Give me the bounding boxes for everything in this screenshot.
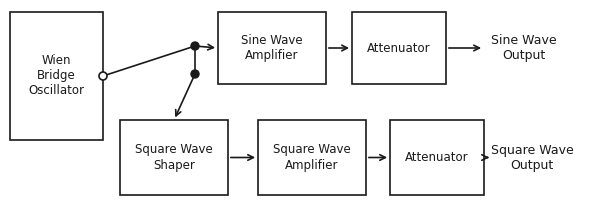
Text: Square Wave
Output: Square Wave Output <box>491 144 574 172</box>
Text: Sine Wave
Output: Sine Wave Output <box>491 34 557 62</box>
Bar <box>258 120 366 195</box>
Text: Attenuator: Attenuator <box>405 151 469 164</box>
Text: Sine Wave
Amplifier: Sine Wave Amplifier <box>241 34 303 62</box>
Circle shape <box>99 72 107 80</box>
Text: Square Wave
Shaper: Square Wave Shaper <box>135 143 213 172</box>
Bar <box>218 12 326 84</box>
Bar <box>10 12 103 140</box>
Text: Wien
Bridge
Oscillator: Wien Bridge Oscillator <box>29 54 85 97</box>
Circle shape <box>191 42 199 50</box>
Bar <box>352 12 446 84</box>
Circle shape <box>191 70 199 78</box>
Bar <box>390 120 484 195</box>
Text: Attenuator: Attenuator <box>367 42 431 54</box>
Text: Square Wave
Amplifier: Square Wave Amplifier <box>273 143 351 172</box>
Bar <box>120 120 228 195</box>
